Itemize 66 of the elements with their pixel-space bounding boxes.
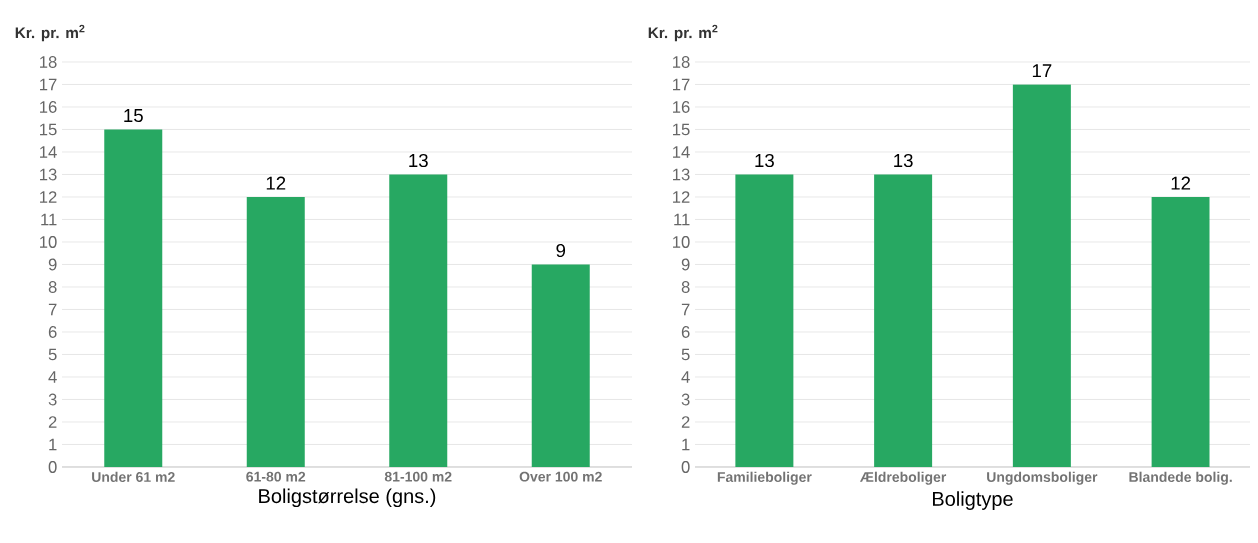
bar	[104, 129, 163, 467]
y-tick-label: 6	[681, 326, 690, 338]
y-tick-label: 2	[681, 416, 690, 428]
y-tick-label: 7	[48, 303, 57, 316]
bar	[1012, 84, 1071, 467]
y-tick-label: 8	[48, 281, 57, 293]
y-tick-label: 12	[40, 191, 57, 203]
y-tick-label: 3	[681, 393, 690, 406]
y-tick-label: 12	[673, 191, 690, 203]
bar	[1151, 196, 1210, 467]
y-tick-label: 16	[673, 101, 690, 113]
x-tick-label: Ældreboliger	[859, 471, 947, 485]
x-tick-label: Familieboliger	[717, 471, 812, 485]
y-tick-label: 9	[681, 258, 690, 271]
y-tick-label: 10	[673, 236, 690, 248]
y-axis-title: Kr. pr. m$^{2}$	[15, 24, 85, 42]
bar	[874, 174, 933, 467]
data-label: 13	[755, 153, 774, 168]
y-tick-label: 6	[48, 326, 57, 338]
y-axis-title: Kr. pr. m$^{2}$	[648, 24, 718, 42]
data-label: 13	[894, 153, 913, 168]
y-tick-label: 8	[681, 281, 690, 293]
y-tick-label: 14	[40, 146, 57, 158]
y-tick-label: 0	[681, 461, 690, 473]
x-tick-label: Over 100 m2	[519, 471, 602, 482]
x-axis-title: Boligstørrelse (gns.)	[259, 488, 436, 508]
data-label: 9	[556, 243, 566, 258]
y-tick-label: 17	[40, 78, 57, 91]
y-tick-label: 3	[48, 393, 57, 406]
x-tick-label: Blandede bolig.	[1129, 471, 1232, 485]
y-tick-label: 9	[48, 258, 57, 271]
bar	[531, 264, 590, 467]
x-tick-label: Under 61 m2	[92, 471, 175, 482]
x-tick-label: 61-80 m2	[246, 471, 306, 482]
y-tick-label: 15	[40, 123, 57, 136]
y-tick-label: 5	[48, 348, 57, 361]
bar	[735, 174, 794, 467]
y-tick-label: 13	[40, 168, 57, 181]
y-tick-label: 4	[681, 371, 690, 383]
bar	[246, 196, 305, 467]
x-tick-label: Ungdomsboliger	[987, 471, 1098, 485]
y-tick-label: 13	[673, 168, 690, 181]
y-tick-label: 4	[48, 371, 57, 383]
y-tick-label: 11	[674, 213, 690, 226]
y-tick-label: 10	[40, 236, 57, 248]
data-label: 17	[1032, 64, 1052, 78]
y-tick-label: 18	[40, 56, 57, 68]
x-tick-label: 81-100 m2	[384, 471, 452, 482]
data-label: 15	[124, 109, 143, 123]
y-tick-label: 16	[40, 101, 57, 113]
y-tick-label: 2	[48, 416, 57, 428]
y-tick-label: 14	[673, 146, 690, 158]
x-axis-title: Boligtype	[932, 491, 1013, 510]
y-tick-label: 18	[673, 56, 690, 68]
data-label: 12	[1171, 176, 1191, 190]
y-tick-label: 0	[48, 461, 57, 473]
bar	[389, 174, 448, 467]
data-label: 12	[266, 176, 286, 190]
y-tick-label: 1	[682, 438, 690, 451]
data-label: 13	[409, 153, 428, 168]
y-tick-label: 17	[673, 78, 690, 91]
y-tick-label: 5	[681, 348, 690, 361]
y-tick-label: 7	[681, 303, 690, 316]
y-tick-label: 15	[673, 123, 690, 136]
y-tick-label: 1	[49, 438, 57, 451]
y-tick-label: 11	[41, 213, 57, 226]
